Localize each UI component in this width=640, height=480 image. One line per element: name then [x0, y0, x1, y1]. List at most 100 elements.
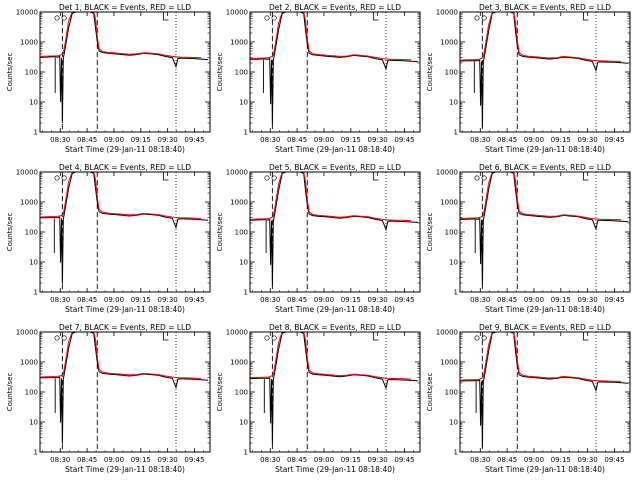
series-group: [250, 12, 419, 126]
x-tick-label: 09:30: [578, 456, 598, 464]
x-tick-label: 09:45: [604, 136, 624, 144]
x-tick-label: 09:00: [104, 456, 124, 464]
top-marker-circle: [474, 15, 480, 21]
x-tick-label: 09:00: [524, 456, 544, 464]
x-tick-label: 09:00: [314, 296, 334, 304]
series-group: [250, 172, 419, 286]
x-tick-label: 08:45: [77, 136, 97, 144]
y-axis-label: Counts/sec: [426, 373, 434, 412]
panel-det-8: Det 8, BLACK = Events, RED = LLD 1 10 100 10…: [216, 323, 421, 474]
y-tick-label: 100: [445, 69, 458, 77]
top-marker-circle: [61, 175, 67, 181]
x-tick-label: 09:00: [314, 456, 334, 464]
x-tick-label: 09:00: [104, 296, 124, 304]
x-tick-label: 08:30: [50, 136, 70, 144]
top-marker-circle: [481, 15, 487, 21]
x-tick-label: 08:30: [470, 456, 490, 464]
top-marker-bracket: [373, 12, 379, 21]
y-tick-label: 10: [29, 419, 38, 427]
x-tick-label: 08:30: [260, 296, 280, 304]
top-marker-circle: [264, 335, 270, 341]
x-tick-label: 09:45: [184, 136, 204, 144]
y-tick-label: 100: [25, 389, 38, 397]
x-axis-label: Start Time (29-Jan-11 08:18:40): [275, 145, 395, 154]
series-group: [40, 12, 209, 124]
x-tick-label: 09:30: [368, 136, 388, 144]
top-marker-bracket: [583, 332, 589, 341]
y-tick-label: 1000: [230, 199, 248, 207]
series-line-lld: [250, 172, 412, 222]
x-axis-label: Start Time (29-Jan-11 08:18:40): [275, 305, 395, 314]
series-line-lld: [250, 332, 412, 380]
y-tick-label: 10000: [16, 169, 38, 177]
panel-det-4: Det 4, BLACK = Events, RED = LLD 1 10 100 10…: [6, 163, 211, 314]
y-axis-label: Counts/sec: [6, 213, 14, 252]
top-marker-circle: [54, 15, 60, 21]
series-line-events: [460, 332, 629, 447]
y-tick-label: 1000: [20, 359, 38, 367]
y-tick-label: 1000: [20, 39, 38, 47]
x-tick-label: 08:45: [287, 136, 307, 144]
x-tick-label: 09:45: [184, 456, 204, 464]
y-tick-label: 10000: [226, 9, 248, 17]
top-marker-circle: [481, 335, 487, 341]
x-axis-label: Start Time (29-Jan-11 08:18:40): [275, 465, 395, 474]
panel-title: Det 8, BLACK = Events, RED = LLD: [269, 323, 401, 332]
x-tick-label: 08:30: [50, 456, 70, 464]
x-tick-label: 09:00: [104, 136, 124, 144]
x-tick-label: 09:30: [368, 456, 388, 464]
x-tick-label: 09:45: [604, 296, 624, 304]
plot-frame: [459, 331, 631, 453]
top-marker-circle: [481, 175, 487, 181]
y-tick-label: 10000: [436, 329, 458, 337]
y-tick-label: 100: [25, 69, 38, 77]
series-group: [460, 172, 629, 286]
x-tick-label: 09:00: [524, 136, 544, 144]
x-tick-label: 09:30: [578, 136, 598, 144]
panel-det-2: Det 2, BLACK = Events, RED = LLD 1 10 100 10…: [216, 3, 421, 154]
x-tick-label: 09:30: [368, 296, 388, 304]
top-marker-bracket: [373, 172, 379, 181]
y-tick-label: 100: [445, 229, 458, 237]
y-tick-label: 100: [235, 69, 248, 77]
x-tick-label: 08:30: [470, 136, 490, 144]
panel-det-1: Det 1, BLACK = Events, RED = LLD 1 10 100 10…: [6, 3, 211, 154]
y-axis-label: Counts/sec: [426, 213, 434, 252]
top-marker-bracket: [163, 172, 169, 181]
y-tick-label: 1: [244, 449, 248, 457]
plot-frame: [459, 11, 631, 133]
top-marker-circle: [61, 15, 67, 21]
y-tick-label: 10000: [226, 329, 248, 337]
top-marker-circle: [61, 335, 67, 341]
y-tick-label: 10: [449, 99, 458, 107]
x-tick-label: 09:30: [578, 296, 598, 304]
series-line-events: [460, 12, 629, 127]
x-tick-label: 09:45: [184, 296, 204, 304]
x-tick-label: 09:15: [341, 296, 361, 304]
x-tick-label: 09:30: [158, 136, 178, 144]
series-line-events: [250, 332, 419, 445]
y-tick-label: 10: [29, 259, 38, 267]
y-tick-label: 10: [239, 419, 248, 427]
x-tick-label: 08:30: [260, 456, 280, 464]
series-group: [460, 332, 629, 447]
x-tick-label: 09:45: [394, 136, 414, 144]
x-axis-label: Start Time (29-Jan-11 08:18:40): [485, 305, 605, 314]
x-axis-label: Start Time (29-Jan-11 08:18:40): [485, 145, 605, 154]
y-tick-label: 1: [34, 289, 38, 297]
x-tick-label: 08:30: [260, 136, 280, 144]
top-marker-circle: [474, 175, 480, 181]
series-line-lld: [250, 12, 412, 61]
series-line-lld: [40, 12, 202, 59]
x-tick-label: 08:30: [470, 296, 490, 304]
y-tick-label: 1: [454, 129, 458, 137]
series-group: [460, 12, 629, 127]
x-tick-label: 08:30: [50, 296, 70, 304]
x-tick-label: 09:45: [394, 456, 414, 464]
y-axis-label: Counts/sec: [6, 373, 14, 412]
y-tick-label: 1: [244, 289, 248, 297]
top-marker-bracket: [163, 12, 169, 21]
series-line-lld: [40, 172, 202, 219]
x-tick-label: 09:15: [341, 456, 361, 464]
plot-frame: [249, 11, 421, 133]
